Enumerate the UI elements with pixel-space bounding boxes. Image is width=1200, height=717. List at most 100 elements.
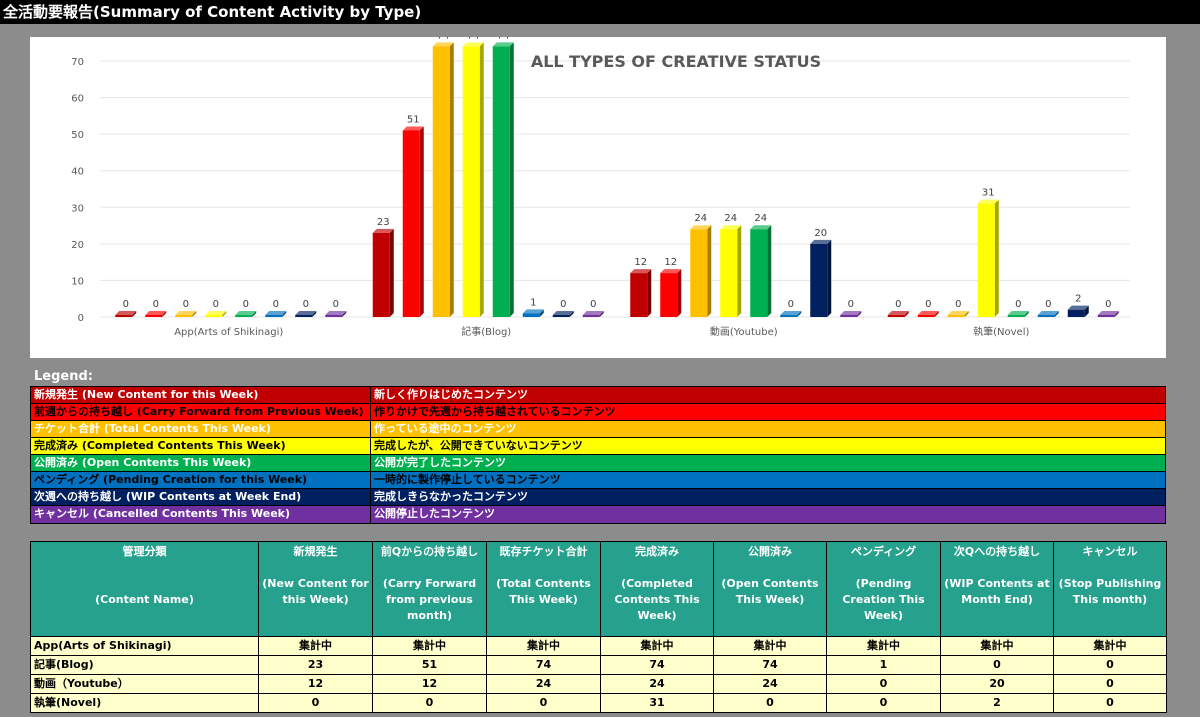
data-label: 12	[634, 257, 647, 268]
bar-side	[827, 239, 832, 317]
y-tick-label: 0	[78, 313, 84, 324]
bar-side	[599, 311, 604, 317]
row-label: 動画（Youtube）	[30, 674, 259, 694]
bar-side	[707, 225, 712, 317]
data-label: 0	[895, 299, 901, 310]
data-label: 12	[664, 257, 677, 268]
y-tick-label: 70	[71, 57, 84, 68]
bar-side	[797, 311, 802, 317]
y-tick-label: 60	[71, 94, 84, 105]
table-cell: 集計中	[600, 636, 714, 656]
bar-top	[295, 311, 317, 315]
column-header-en: (Total Contents This Week)	[496, 577, 591, 606]
column-header: 公開済み (Open Contents This Week)	[713, 541, 827, 637]
table-cell: 0	[1053, 693, 1167, 713]
bar	[432, 46, 450, 317]
data-label: 0	[273, 299, 279, 310]
data-label: 0	[925, 299, 931, 310]
legend-table: 新規発生 (New Content for this Week) 新しく作りはじめ…	[30, 386, 1166, 524]
bar	[720, 229, 738, 317]
table-row: 動画（Youtube） 12 12 24 24 24 0 20 0	[30, 674, 1167, 694]
table-cell: 集計中	[940, 636, 1054, 656]
data-label: 20	[814, 228, 827, 239]
table-cell: 0	[826, 674, 941, 694]
bar	[265, 315, 283, 317]
data-label: 0	[303, 299, 309, 310]
legend-description: 作りかけで先週から持ち越されているコンテンツ	[374, 405, 616, 418]
bar-top	[1007, 311, 1029, 315]
column-header: 管理分類 (Content Name)	[30, 541, 259, 637]
bar-top	[1037, 311, 1059, 315]
table-row: App(Arts of Shikinagi) 集計中 集計中 集計中 集計中 集計中 集計中…	[30, 636, 1167, 656]
bar-top	[175, 311, 197, 315]
column-header-en: (Open Contents This Week)	[721, 577, 819, 606]
column-header-jp: 管理分類	[122, 545, 167, 558]
data-label: 51	[407, 114, 420, 125]
bar-side	[569, 311, 574, 317]
bar	[1007, 315, 1025, 317]
bar-top	[265, 311, 287, 315]
bar-side	[1024, 311, 1029, 317]
column-header-jp: 新規発生	[293, 545, 338, 558]
bar	[552, 315, 570, 317]
bar-top	[947, 311, 969, 315]
table-cell: 2	[940, 693, 1054, 713]
bar-side	[904, 311, 909, 317]
table-cell: 74	[600, 655, 714, 675]
bar	[840, 315, 858, 317]
data-label: 31	[982, 188, 995, 199]
legend-heading: Legend:	[34, 369, 93, 384]
x-category-label: App(Arts of Shikinagi)	[174, 327, 283, 338]
bar	[1097, 315, 1115, 317]
data-label: 0	[1015, 299, 1021, 310]
table-cell: 74	[713, 655, 827, 675]
column-header-en: (Stop Publishing This month)	[1058, 577, 1162, 606]
bar-top	[372, 228, 394, 233]
table-cell: 24	[713, 674, 827, 694]
data-label: 74	[497, 37, 510, 41]
legend-row: キャンセル (Cancelled Contents This Week) 公開停止…	[31, 506, 1165, 523]
column-header-en: (WIP Contents at Month End)	[944, 577, 1050, 606]
legend-row: ペンディング (Pending Creation for this Week) 一…	[31, 472, 1165, 489]
table-cell: 集計中	[826, 636, 941, 656]
bar-side	[934, 311, 939, 317]
table-cell: 0	[1053, 655, 1167, 675]
bar	[115, 315, 133, 317]
column-header: 前Qからの持ち越し (Carry Forward from previous mo…	[372, 541, 487, 637]
bar-top	[720, 225, 742, 230]
bar	[462, 46, 480, 317]
legend-key: 次週への持ち越し (WIP Contents at Week End)	[31, 489, 371, 505]
bar-top	[115, 311, 137, 315]
data-label: 0	[213, 299, 219, 310]
bar-side	[857, 311, 862, 317]
data-label: 0	[955, 299, 961, 310]
data-label: 23	[377, 217, 390, 228]
bar	[917, 315, 935, 317]
x-category-label: 記事(Blog)	[461, 325, 511, 338]
bar	[582, 315, 600, 317]
bar	[1067, 309, 1085, 317]
bar-top	[492, 42, 514, 47]
bar	[492, 46, 510, 317]
legend-row: 次週への持ち越し (WIP Contents at Week End) 完成しきら…	[31, 489, 1165, 506]
bar-top	[325, 311, 347, 315]
bar-side	[389, 228, 394, 317]
column-header-en: (Carry Forward from previous month)	[382, 577, 477, 622]
bar-top	[977, 199, 999, 204]
data-label: 24	[754, 213, 767, 224]
y-tick-label: 50	[71, 130, 84, 141]
bar-side	[449, 42, 454, 317]
legend-description: 完成しきらなかったコンテンツ	[374, 490, 528, 503]
legend-description: 公開が完了したコンテンツ	[374, 456, 506, 469]
table-cell: 74	[486, 655, 601, 675]
table-cell: 集計中	[258, 636, 373, 656]
bar	[1037, 315, 1055, 317]
summary-table: 管理分類 (Content Name) 新規発生 (New Content for t…	[30, 541, 1167, 713]
table-cell: 24	[486, 674, 601, 694]
column-header-en: (New Content for this Week)	[262, 577, 369, 606]
legend-description: 作っている途中のコンテンツ	[374, 422, 517, 435]
bar-side	[419, 126, 424, 317]
table-cell: 集計中	[372, 636, 487, 656]
legend-key: ペンディング (Pending Creation for this Week)	[31, 472, 371, 488]
